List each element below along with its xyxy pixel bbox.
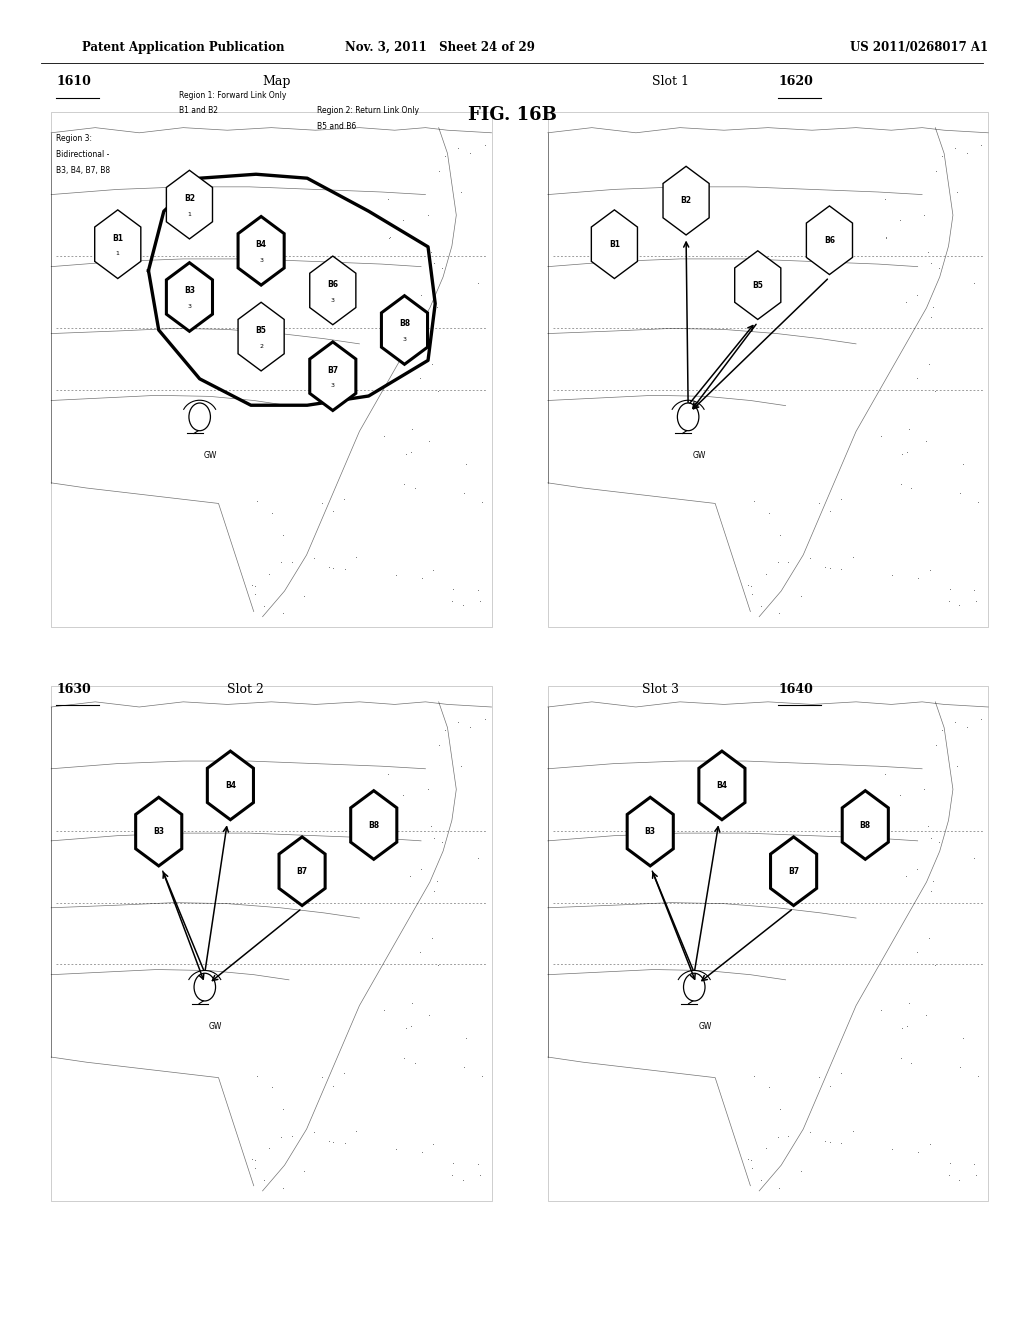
FancyBboxPatch shape — [548, 112, 988, 627]
Text: B4: B4 — [225, 781, 236, 789]
Text: B8: B8 — [860, 821, 870, 829]
Text: Bidirectional -: Bidirectional - — [56, 150, 110, 158]
Text: FIG. 16B: FIG. 16B — [468, 106, 556, 124]
Text: B5: B5 — [753, 281, 763, 289]
Polygon shape — [238, 216, 285, 285]
Text: Slot 2: Slot 2 — [227, 682, 264, 696]
Text: Patent Application Publication: Patent Application Publication — [82, 41, 285, 54]
Polygon shape — [350, 791, 397, 859]
FancyBboxPatch shape — [548, 686, 988, 1201]
Polygon shape — [663, 166, 710, 235]
Text: B8: B8 — [369, 821, 379, 829]
Polygon shape — [135, 797, 182, 866]
Text: B7: B7 — [328, 366, 338, 375]
Text: 3: 3 — [331, 297, 335, 302]
Text: GW: GW — [204, 451, 217, 461]
Text: Region 1: Forward Link Only: Region 1: Forward Link Only — [179, 91, 287, 99]
Circle shape — [684, 973, 705, 1001]
Text: B1: B1 — [113, 234, 123, 243]
Polygon shape — [166, 263, 213, 331]
Text: 3: 3 — [402, 337, 407, 342]
Text: US 2011/0268017 A1: US 2011/0268017 A1 — [850, 41, 988, 54]
Text: B5: B5 — [256, 326, 266, 335]
Text: GW: GW — [698, 1022, 712, 1031]
Polygon shape — [627, 797, 674, 866]
Polygon shape — [94, 210, 141, 279]
Text: Region 2: Return Link Only: Region 2: Return Link Only — [317, 107, 420, 115]
Text: 1640: 1640 — [778, 682, 813, 696]
Text: B3: B3 — [184, 286, 195, 296]
Text: 1: 1 — [116, 251, 120, 256]
Circle shape — [188, 403, 211, 430]
Polygon shape — [309, 342, 356, 411]
Text: B1 and B2: B1 and B2 — [179, 107, 218, 115]
Text: B7: B7 — [788, 867, 799, 875]
Polygon shape — [381, 296, 428, 364]
Text: GW: GW — [692, 451, 706, 461]
FancyBboxPatch shape — [51, 686, 492, 1201]
Polygon shape — [806, 206, 853, 275]
FancyBboxPatch shape — [51, 112, 492, 627]
Text: B3, B4, B7, B8: B3, B4, B7, B8 — [56, 166, 111, 174]
Polygon shape — [842, 791, 889, 859]
Polygon shape — [770, 837, 817, 906]
Text: 1: 1 — [187, 211, 191, 216]
Text: 3: 3 — [331, 383, 335, 388]
Circle shape — [195, 973, 216, 1001]
Text: Map: Map — [262, 75, 291, 88]
Polygon shape — [238, 302, 285, 371]
Text: B3: B3 — [645, 828, 655, 836]
Text: 1620: 1620 — [778, 75, 813, 88]
Polygon shape — [734, 251, 781, 319]
Text: B6: B6 — [328, 280, 338, 289]
Text: Slot 1: Slot 1 — [652, 75, 689, 88]
Text: GW: GW — [209, 1022, 222, 1031]
Text: 1610: 1610 — [56, 75, 91, 88]
Text: 3: 3 — [259, 257, 263, 263]
Text: Nov. 3, 2011   Sheet 24 of 29: Nov. 3, 2011 Sheet 24 of 29 — [345, 41, 536, 54]
Text: Slot 3: Slot 3 — [642, 682, 679, 696]
Circle shape — [678, 403, 698, 430]
Text: B3: B3 — [154, 828, 164, 836]
Polygon shape — [207, 751, 254, 820]
Text: 3: 3 — [187, 304, 191, 309]
Polygon shape — [279, 837, 326, 906]
Text: B8: B8 — [399, 319, 410, 329]
Text: 2: 2 — [259, 343, 263, 348]
Text: Region 3:: Region 3: — [56, 135, 92, 143]
Text: B7: B7 — [297, 867, 307, 875]
Text: B4: B4 — [717, 781, 727, 789]
Text: B1: B1 — [609, 240, 620, 248]
Text: B6: B6 — [824, 236, 835, 244]
Polygon shape — [698, 751, 745, 820]
Text: 1630: 1630 — [56, 682, 91, 696]
Polygon shape — [591, 210, 638, 279]
Polygon shape — [309, 256, 356, 325]
Polygon shape — [166, 170, 213, 239]
Text: B5 and B6: B5 and B6 — [317, 123, 356, 131]
Text: B2: B2 — [184, 194, 195, 203]
Text: B2: B2 — [681, 197, 691, 205]
Text: B4: B4 — [256, 240, 266, 249]
